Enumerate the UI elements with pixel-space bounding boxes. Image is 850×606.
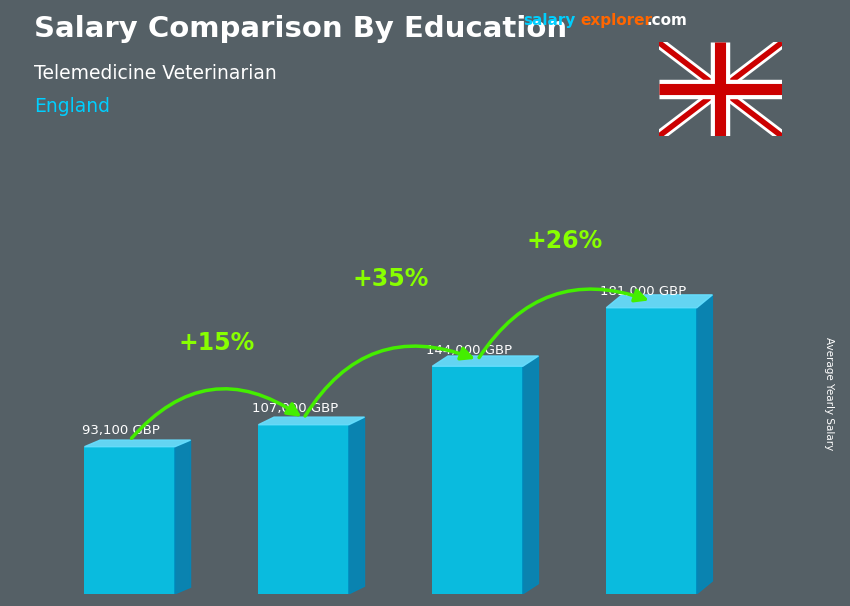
Text: 181,000 GBP: 181,000 GBP (600, 285, 686, 298)
Text: Telemedicine Veterinarian: Telemedicine Veterinarian (34, 64, 277, 82)
Text: salary: salary (523, 13, 575, 28)
Polygon shape (606, 295, 712, 308)
Text: .com: .com (646, 13, 687, 28)
Text: Salary Comparison By Education: Salary Comparison By Education (34, 15, 567, 43)
Polygon shape (175, 440, 190, 594)
Text: +26%: +26% (526, 229, 603, 253)
Polygon shape (348, 417, 365, 594)
Bar (84, 447, 175, 594)
Polygon shape (433, 356, 538, 366)
Polygon shape (697, 295, 712, 594)
Text: 144,000 GBP: 144,000 GBP (426, 344, 512, 357)
Bar (606, 308, 697, 594)
Polygon shape (523, 356, 538, 594)
Text: 93,100 GBP: 93,100 GBP (82, 424, 160, 437)
Text: 107,000 GBP: 107,000 GBP (252, 402, 338, 415)
Text: explorer: explorer (581, 13, 653, 28)
Bar (433, 366, 523, 594)
Text: +15%: +15% (178, 330, 255, 355)
Text: Average Yearly Salary: Average Yearly Salary (824, 338, 834, 450)
Text: +35%: +35% (353, 267, 428, 291)
Polygon shape (258, 417, 365, 425)
Text: England: England (34, 97, 110, 116)
Polygon shape (84, 440, 190, 447)
Bar (258, 425, 348, 594)
